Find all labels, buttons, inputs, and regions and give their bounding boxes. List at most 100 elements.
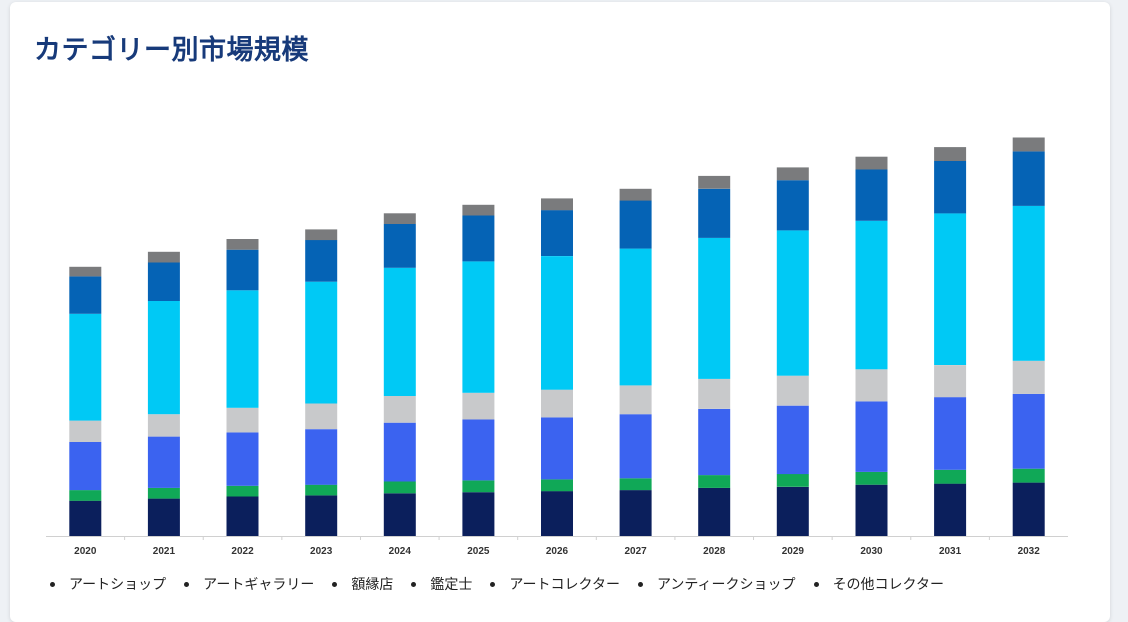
bar-segment xyxy=(69,442,102,491)
bar-segment xyxy=(1012,468,1045,483)
bar-segment xyxy=(541,198,573,211)
bar-segment xyxy=(776,375,809,406)
bar-segment xyxy=(305,229,338,241)
bar-segment xyxy=(776,486,809,536)
bar-segment xyxy=(855,401,888,472)
bar-segment xyxy=(69,313,102,421)
bar-segment xyxy=(934,213,967,365)
legend-item: アンティークショップ xyxy=(637,574,796,594)
bar-segment xyxy=(305,429,338,485)
bar-segment xyxy=(1012,151,1045,206)
bar-segment xyxy=(383,396,416,423)
bar-segment xyxy=(698,188,731,238)
bar-segment xyxy=(69,500,102,536)
legend-label: アートギャラリー xyxy=(203,577,315,593)
legend-label: 額縁店 xyxy=(351,577,394,593)
bar-segment xyxy=(1012,137,1045,152)
bar-segment xyxy=(1012,393,1045,469)
bar-segment xyxy=(1012,482,1045,536)
bar-segment xyxy=(776,180,809,231)
bar-segment xyxy=(383,267,416,396)
bar-segment xyxy=(147,498,180,536)
bar-segment xyxy=(855,369,888,402)
legend-bullet-icon xyxy=(411,581,417,587)
bar-segment xyxy=(383,422,416,482)
bar-segment xyxy=(934,161,967,214)
bar-segment xyxy=(226,432,259,486)
bar-segment xyxy=(147,300,180,415)
legend-label: アンティークショップ xyxy=(656,577,796,593)
bar-segment xyxy=(226,239,259,250)
bar-segment xyxy=(698,378,731,409)
chart-legend: アートショップ アートギャラリー 額縁店 鑑定士 アートコレクター アンティーク… xyxy=(50,574,962,594)
bar-segment xyxy=(541,417,573,480)
x-tick-label: 2023 xyxy=(310,546,333,557)
x-tick-label: 2031 xyxy=(939,546,962,557)
bar-segment xyxy=(541,256,573,390)
legend-bullet-icon xyxy=(637,581,643,587)
bar-segment xyxy=(1012,205,1045,361)
x-tick-label: 2029 xyxy=(782,546,805,557)
bar-segment xyxy=(226,485,259,497)
bar-segment xyxy=(855,471,888,485)
bar-segment xyxy=(855,220,888,370)
bar-segment xyxy=(698,175,731,189)
legend-label: アートショップ xyxy=(69,577,167,593)
bar-segment xyxy=(619,200,652,249)
bar-segment xyxy=(698,237,731,379)
x-tick-label: 2028 xyxy=(703,546,726,557)
bar-segment xyxy=(698,475,731,488)
bar-segment xyxy=(147,262,180,301)
bar-segment xyxy=(934,365,967,398)
x-tick-label: 2027 xyxy=(624,546,647,557)
chart-title: カテゴリー別市場規模 xyxy=(34,35,309,66)
bar-segment xyxy=(305,240,338,282)
bar-segment xyxy=(934,147,967,161)
bar-segment xyxy=(619,188,652,201)
bar-segment xyxy=(147,414,180,437)
legend-bullet-icon xyxy=(813,581,819,587)
bar-segment xyxy=(619,490,652,536)
x-tick-label: 2020 xyxy=(74,546,97,557)
x-tick-label: 2032 xyxy=(1018,546,1041,557)
bar-segment xyxy=(226,496,259,536)
legend-bullet-icon xyxy=(332,581,338,587)
bar-segment xyxy=(934,397,967,470)
legend-item: アートギャラリー xyxy=(184,574,314,594)
legend-item: アートコレクター xyxy=(490,574,620,594)
legend-item: 鑑定士 xyxy=(411,574,472,594)
bar-segment xyxy=(383,481,416,494)
bar-segment xyxy=(541,491,573,536)
bar-segment xyxy=(69,420,102,442)
bar-segment xyxy=(305,495,338,536)
bar-segment xyxy=(147,487,180,499)
x-tick-label: 2024 xyxy=(389,546,412,557)
legend-label: 鑑定士 xyxy=(430,577,473,593)
bar-segment xyxy=(147,436,180,488)
bar-segment xyxy=(462,419,495,481)
x-tick-label: 2022 xyxy=(231,546,254,557)
bar-segment xyxy=(934,469,967,484)
bar-segment xyxy=(462,204,495,216)
bar-segment xyxy=(619,478,652,491)
legend-label: アートコレクター xyxy=(509,577,620,593)
x-tick-label: 2025 xyxy=(467,546,490,557)
bar-segment xyxy=(383,213,416,224)
bar-segment xyxy=(462,261,495,393)
bar-segment xyxy=(226,249,259,291)
bar-segment xyxy=(226,407,259,433)
bar-segment xyxy=(698,487,731,536)
bar-segment xyxy=(776,230,809,376)
legend-bullet-icon xyxy=(490,581,496,587)
legend-item: アートショップ xyxy=(50,574,166,594)
x-tick-label: 2030 xyxy=(860,546,883,557)
bar-segment xyxy=(383,224,416,268)
bar-segment xyxy=(541,210,573,256)
bar-segment xyxy=(855,484,888,536)
bar-segment xyxy=(934,483,967,536)
bar-segment xyxy=(305,403,338,430)
bar-segment xyxy=(462,392,495,420)
x-tick-label: 2021 xyxy=(153,546,176,557)
bar-segment xyxy=(776,167,809,181)
